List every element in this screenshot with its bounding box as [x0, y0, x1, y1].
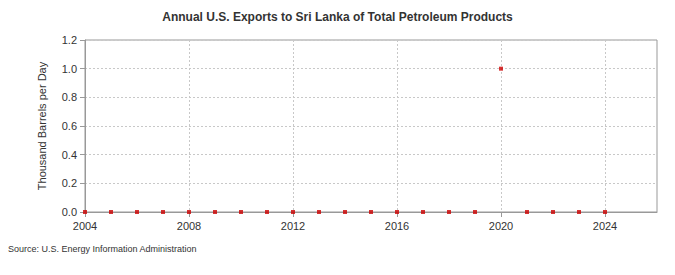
svg-text:2020: 2020 [489, 220, 513, 232]
svg-text:0.0: 0.0 [62, 206, 77, 218]
svg-text:0.8: 0.8 [62, 91, 77, 103]
svg-text:0.6: 0.6 [62, 120, 77, 132]
svg-text:2004: 2004 [73, 220, 97, 232]
svg-text:2012: 2012 [281, 220, 305, 232]
svg-text:1.0: 1.0 [62, 63, 77, 75]
svg-text:1.2: 1.2 [62, 34, 77, 46]
svg-text:Source: U.S. Energy Informatio: Source: U.S. Energy Information Administ… [8, 244, 197, 254]
svg-text:2016: 2016 [385, 220, 409, 232]
svg-text:Annual U.S. Exports to Sri Lan: Annual U.S. Exports to Sri Lanka of Tota… [162, 10, 513, 24]
svg-text:Thousand Barrels per Day: Thousand Barrels per Day [36, 61, 48, 190]
svg-text:0.2: 0.2 [62, 177, 77, 189]
svg-text:0.4: 0.4 [62, 149, 77, 161]
svg-text:2008: 2008 [177, 220, 201, 232]
svg-text:2024: 2024 [593, 220, 617, 232]
